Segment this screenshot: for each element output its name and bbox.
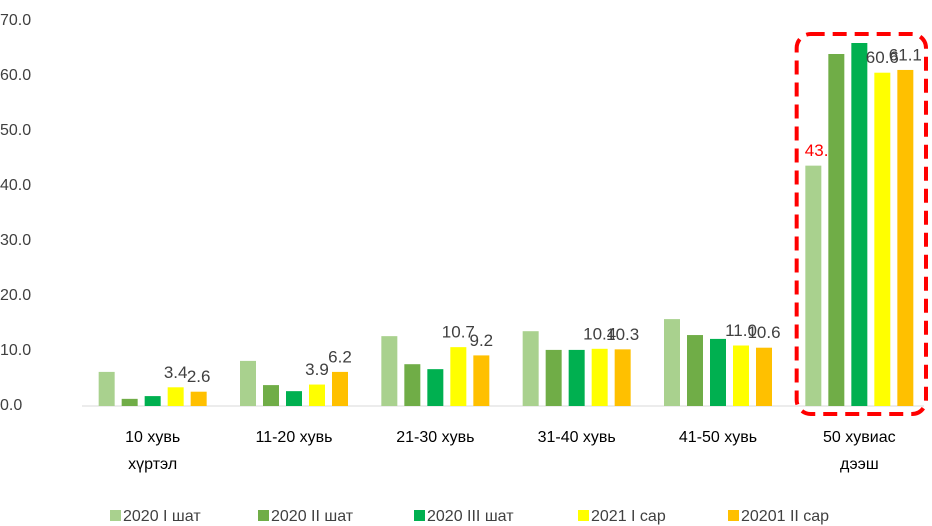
y-tick-label: 60.0 xyxy=(0,67,31,84)
data-label: 60.6 xyxy=(866,48,899,67)
bar xyxy=(381,336,398,406)
data-label: 3.9 xyxy=(305,360,329,379)
bar xyxy=(851,43,868,406)
bar xyxy=(427,369,444,406)
data-label: 6.2 xyxy=(328,347,352,366)
bar xyxy=(545,349,562,406)
x-tick-label: дээш xyxy=(840,456,879,473)
data-label: 9.2 xyxy=(470,331,494,350)
bar xyxy=(144,396,161,406)
bar xyxy=(664,319,680,406)
x-tick-label: 50 хувиас xyxy=(823,429,896,446)
y-tick-label: 0.0 xyxy=(0,397,22,414)
y-tick-label: 40.0 xyxy=(0,177,31,194)
legend-swatch xyxy=(578,510,589,521)
data-label: 61.1 xyxy=(889,45,922,64)
legend-label: 2020 II шат xyxy=(271,508,354,525)
bar xyxy=(805,165,822,406)
bar xyxy=(450,347,467,406)
bar xyxy=(897,69,914,406)
x-tick-label: 21-30 хувь xyxy=(396,429,474,446)
x-tick-label: 10 хувь xyxy=(125,429,180,446)
data-label: 11.0 xyxy=(725,321,757,340)
data-label: 10.3 xyxy=(606,325,639,344)
bar xyxy=(98,371,115,406)
legend-label: 2020 I шат xyxy=(123,508,201,525)
y-tick-label: 70.0 xyxy=(0,12,31,29)
legend-swatch xyxy=(110,510,121,521)
bar xyxy=(733,345,749,406)
data-label: 10.7 xyxy=(442,323,475,342)
x-tick-label: 41-50 хувь xyxy=(679,429,757,446)
legend-label: 2020 III шат xyxy=(427,508,514,525)
legend-swatch xyxy=(258,510,269,521)
legend-swatch xyxy=(728,510,739,521)
bar xyxy=(263,385,279,406)
bar xyxy=(121,398,138,406)
y-tick-label: 50.0 xyxy=(0,122,31,139)
bar xyxy=(591,348,608,406)
bar xyxy=(568,349,585,406)
y-tick-label: 20.0 xyxy=(0,287,31,304)
bar xyxy=(190,391,207,406)
bar xyxy=(332,371,348,406)
bar xyxy=(309,384,325,406)
legend-label: 2021 I сар xyxy=(591,508,666,525)
bar xyxy=(687,335,703,406)
x-tick-label: хүртэл xyxy=(128,456,177,473)
data-label: 10.4 xyxy=(583,324,616,343)
bar xyxy=(286,391,302,406)
data-label: 3.4 xyxy=(164,363,188,382)
bar xyxy=(240,360,256,406)
bar xyxy=(828,54,845,406)
x-tick-label: 31-40 хувь xyxy=(538,429,616,446)
data-label: 2.6 xyxy=(187,367,211,386)
bar xyxy=(473,355,490,406)
y-tick-label: 30.0 xyxy=(0,232,31,249)
legend-swatch xyxy=(414,510,425,521)
y-tick-label: 10.0 xyxy=(0,342,31,359)
bar xyxy=(710,338,726,406)
x-tick-label: 11-20 хувь xyxy=(255,429,332,446)
bar xyxy=(874,72,891,406)
bar xyxy=(522,331,539,406)
bar xyxy=(404,364,421,406)
highlight-box xyxy=(794,32,929,416)
bar xyxy=(167,387,184,406)
bar xyxy=(756,347,772,406)
legend-label: 20201 II сар xyxy=(741,508,829,525)
bar xyxy=(614,349,631,406)
data-label: 10.6 xyxy=(747,323,780,342)
